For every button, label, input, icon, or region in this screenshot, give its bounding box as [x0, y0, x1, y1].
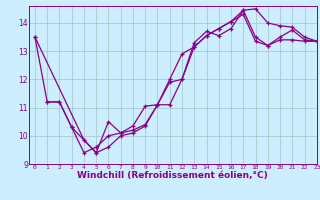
X-axis label: Windchill (Refroidissement éolien,°C): Windchill (Refroidissement éolien,°C) — [77, 171, 268, 180]
